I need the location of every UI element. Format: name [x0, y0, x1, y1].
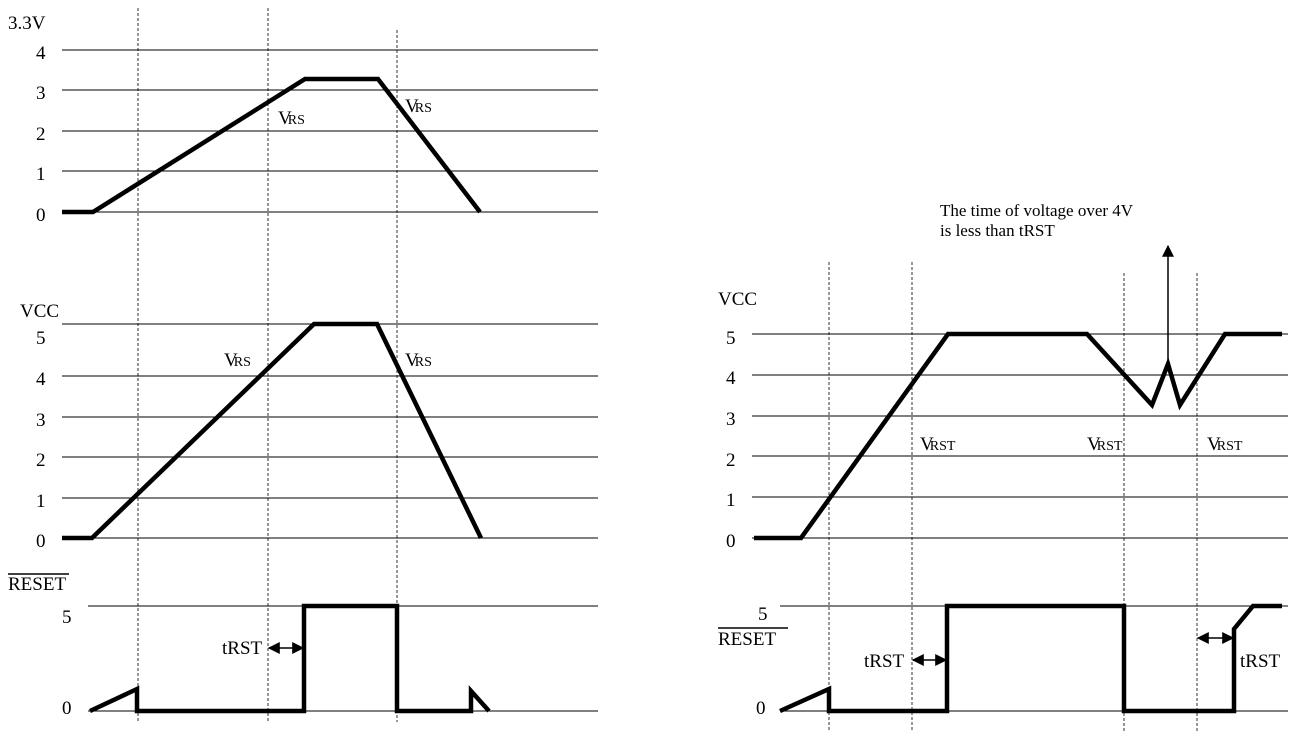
right-vcc-axis-title: VCC: [718, 289, 757, 310]
left-3v3-tick-2: 2: [36, 124, 46, 145]
left-reset-axis-title: RESET: [8, 574, 66, 595]
right-vcc-tick-3: 3: [726, 409, 736, 430]
right-vcc-threshold-2: VRST: [1087, 434, 1123, 455]
left-reset-timing-label: tRST: [222, 638, 263, 659]
left-vcc-tick-2: 2: [36, 450, 46, 471]
right-vcc-threshold-1: VRST: [920, 434, 956, 455]
left-3v3-tick-1: 1: [36, 164, 46, 185]
right-reset-timing-label-1: tRST: [864, 651, 905, 672]
right-vcc-tick-2: 2: [726, 450, 736, 471]
right-reset-axis-title: RESET: [718, 629, 776, 650]
left-3v3-panel: 3.3V 4 3 2 1 0 VRS VRS: [8, 13, 598, 226]
right-vcc-tick-0: 0: [726, 531, 736, 552]
left-vcc-tick-5: 5: [36, 328, 46, 349]
left-vcc-panel: VCC 5 4 3 2 1 0 VRS VRS: [20, 301, 598, 552]
right-vcc-tick-4: 4: [726, 368, 736, 389]
left-reset-waveform: [89, 603, 491, 714]
right-reset-tick-0: 0: [756, 698, 766, 719]
left-vcc-tick-3: 3: [36, 410, 46, 431]
left-3v3-axis-title: 3.3V: [8, 13, 46, 34]
left-vcc-tick-1: 1: [36, 491, 46, 512]
right-vcc-tick-5: 5: [726, 328, 736, 349]
left-reset-tick-5: 5: [62, 607, 72, 628]
left-3v3-tick-4: 4: [36, 43, 46, 64]
left-reset-tick-0: 0: [62, 698, 72, 719]
right-vcc-waveform: [754, 331, 1282, 541]
left-3v3-tick-0: 0: [36, 205, 46, 226]
left-3v3-threshold-rise: VRS: [278, 108, 305, 129]
right-vcc-tick-1: 1: [726, 490, 736, 511]
right-reset-panel: 5 RESET 0 tRST tRST: [718, 603, 1288, 719]
right-reset-timing-label-2: tRST: [1240, 651, 1281, 672]
left-3v3-threshold-fall: VRS: [405, 96, 432, 117]
left-3v3-waveform: [62, 76, 482, 215]
right-reset-waveform: [779, 603, 1282, 714]
left-vcc-tick-0: 0: [36, 531, 46, 552]
right-vcc-panel: VCC 5 4 3 2 1 0 VRST VRST VRST: [718, 289, 1288, 552]
right-reset-tick-5: 5: [758, 604, 768, 625]
right-annotation-line-2: is less than tRST: [940, 221, 1055, 240]
left-3v3-tick-3: 3: [36, 83, 46, 104]
right-diagram: The time of voltage over 4V is less than…: [718, 201, 1288, 732]
left-vcc-threshold-rise: VRS: [224, 350, 251, 371]
right-vcc-threshold-3: VRST: [1207, 434, 1243, 455]
left-vcc-axis-title: VCC: [20, 301, 59, 322]
right-annotation-line-1: The time of voltage over 4V: [940, 201, 1134, 220]
left-diagram: 3.3V 4 3 2 1 0 VRS VRS VCC 5 4 3: [8, 8, 598, 722]
left-vcc-waveform: [62, 321, 484, 541]
left-reset-panel: RESET 5 0 tRST: [8, 573, 598, 719]
left-vcc-tick-4: 4: [36, 369, 46, 390]
left-vcc-threshold-fall: VRS: [405, 350, 432, 371]
